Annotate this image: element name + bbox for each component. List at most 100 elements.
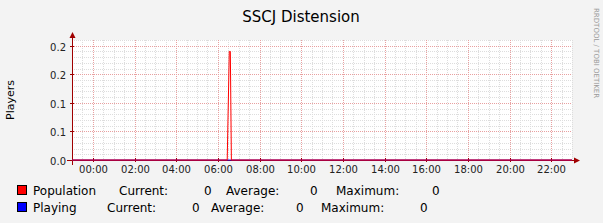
minor-grid-line xyxy=(572,40,573,160)
grid-line xyxy=(385,40,386,160)
grid-line xyxy=(93,40,94,160)
legend-stat-value: 0 xyxy=(192,201,200,215)
legend-stat-label: Average: xyxy=(211,201,264,215)
chart: 00:0002:0004:0006:0008:0010:0012:0014:00… xyxy=(0,0,603,223)
tick-label: 18:00 xyxy=(454,164,483,175)
minor-grid-line xyxy=(239,40,240,160)
tick-label: 14:00 xyxy=(371,164,400,175)
minor-grid-line xyxy=(343,40,344,160)
minor-grid-line xyxy=(72,69,572,70)
minor-grid-line xyxy=(72,97,572,98)
minor-grid-line xyxy=(72,137,572,138)
axes: 00:0002:0004:0006:0008:0010:0012:0014:00… xyxy=(50,32,580,175)
y-arrow xyxy=(70,32,76,38)
legend-stat-value: 0 xyxy=(420,201,428,215)
series-line xyxy=(72,51,572,160)
plot-area xyxy=(72,40,572,160)
minor-grid-line xyxy=(72,109,572,110)
minor-grid-line xyxy=(457,40,458,160)
tick-label: 04:00 xyxy=(162,164,191,175)
minor-grid-line xyxy=(72,143,572,144)
minor-grid-line xyxy=(187,40,188,160)
tick-label: 0.2 xyxy=(50,70,66,81)
tick-label: 12:00 xyxy=(329,164,358,175)
minor-grid-line xyxy=(72,74,572,75)
minor-grid-line xyxy=(155,40,156,160)
minor-grid-line xyxy=(353,40,354,160)
minor-grid-line xyxy=(72,103,572,104)
tick-label: 22:00 xyxy=(537,164,566,175)
minor-grid-line xyxy=(405,40,406,160)
grid-line xyxy=(301,40,302,160)
legend-stat-value: 0 xyxy=(204,184,212,198)
minor-grid-line xyxy=(93,40,94,160)
minor-grid-line xyxy=(72,131,572,132)
minor-grid-line xyxy=(72,149,572,150)
legend-stat-label: Current: xyxy=(107,201,156,215)
grid-line xyxy=(218,40,219,160)
tick-label: 00:00 xyxy=(79,164,108,175)
minor-grid-line xyxy=(197,40,198,160)
title: SSCJ Distension xyxy=(242,8,360,26)
tick-label: 20:00 xyxy=(496,164,525,175)
grid-line xyxy=(260,40,261,160)
grid-line xyxy=(72,131,572,132)
tick-label: 0.2 xyxy=(50,42,66,53)
legend-label: Playing xyxy=(33,201,77,215)
grid-line xyxy=(135,40,136,160)
minor-grid-line xyxy=(176,40,177,160)
grid-line xyxy=(551,40,552,160)
minor-grid-line xyxy=(541,40,542,160)
watermark: RRDTOOL / TOBI OETIKER xyxy=(592,8,600,98)
minor-grid-line xyxy=(103,40,104,160)
minor-grid-line xyxy=(489,40,490,160)
minor-grid-line xyxy=(499,40,500,160)
minor-grid-line xyxy=(447,40,448,160)
grid-line xyxy=(343,40,344,160)
minor-grid-line xyxy=(468,40,469,160)
legend-stat-value: 0 xyxy=(432,184,440,198)
grid-line xyxy=(72,74,572,75)
minor-grid-line xyxy=(135,40,136,160)
grid-line xyxy=(176,40,177,160)
y-label: Players xyxy=(4,80,17,120)
minor-grid-line xyxy=(301,40,302,160)
tick-label: 0.1 xyxy=(50,99,66,110)
minor-grid-line xyxy=(249,40,250,160)
minor-grid-line xyxy=(437,40,438,160)
x-arrow xyxy=(574,158,580,164)
minor-grid-line xyxy=(72,120,572,121)
legend-stat-value: 0 xyxy=(310,184,318,198)
minor-grid-line xyxy=(291,40,292,160)
grid-line xyxy=(468,40,469,160)
minor-grid-line xyxy=(72,40,572,41)
tick-label: 0.0 xyxy=(50,156,66,167)
minor-grid-line xyxy=(72,51,572,52)
background xyxy=(0,0,603,223)
legend-stat-label: Maximum: xyxy=(336,184,399,198)
tick-label: 06:00 xyxy=(204,164,233,175)
grid-line xyxy=(72,103,572,104)
minor-grid-line xyxy=(426,40,427,160)
minor-grid-line xyxy=(207,40,208,160)
minor-grid-line xyxy=(72,154,572,155)
grid-line xyxy=(72,46,572,47)
grid-line xyxy=(510,40,511,160)
minor-grid-line xyxy=(395,40,396,160)
minor-grid-line xyxy=(72,57,572,58)
minor-grid-line xyxy=(218,40,219,160)
legend-swatch xyxy=(18,203,27,212)
minor-grid-line xyxy=(72,86,572,87)
legend-stat-label: Current: xyxy=(119,184,168,198)
tick-label: 10:00 xyxy=(287,164,316,175)
minor-grid-line xyxy=(510,40,511,160)
minor-grid xyxy=(72,40,573,161)
legend-label: Population xyxy=(33,184,96,198)
minor-grid-line xyxy=(260,40,261,160)
legend-stat-label: Average: xyxy=(226,184,279,198)
tick-label: 08:00 xyxy=(246,164,275,175)
minor-grid-line xyxy=(72,91,572,92)
y-axis xyxy=(72,36,73,165)
legend: Population Current: 0 Average: 0 Maximum: 0 Pla… xyxy=(18,184,440,215)
minor-grid-line xyxy=(385,40,386,160)
